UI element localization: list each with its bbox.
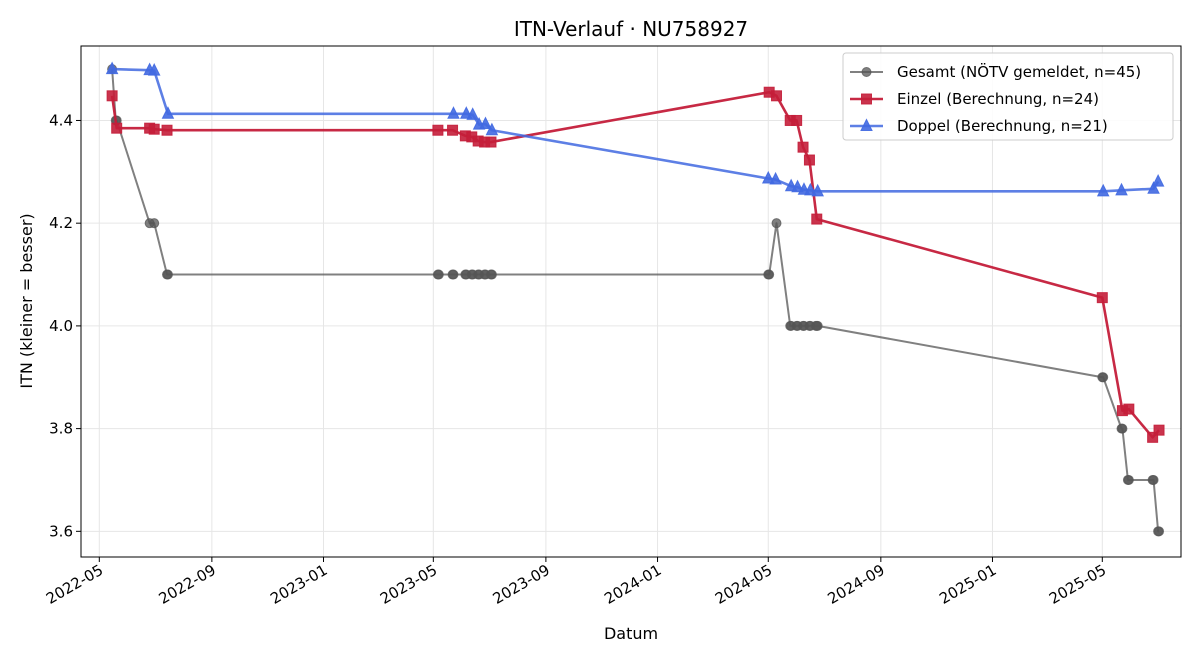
data-point [479, 116, 492, 130]
data-point [764, 269, 775, 280]
legend-item: Gesamt (NÖTV gemeldet, n=45) [850, 62, 1141, 81]
data-point [1147, 181, 1160, 194]
legend-item: Einzel (Berechnung, n=24) [850, 90, 1099, 108]
legend-box [842, 52, 1174, 141]
x-axis-label: Datum [604, 624, 658, 643]
data-point [105, 61, 119, 75]
data-point [769, 171, 782, 185]
legend-marker [860, 118, 873, 131]
legend-label: Einzel (Berechnung, n=24) [897, 90, 1099, 108]
plot-frame [80, 45, 1182, 558]
data-point [148, 123, 160, 135]
y-tick-label: 4.4 [49, 111, 73, 129]
data-point [791, 179, 804, 193]
data-point [147, 63, 161, 76]
data-point [761, 170, 775, 184]
y-tick-label: 4.0 [49, 317, 73, 335]
data-point [797, 141, 809, 153]
data-point [447, 106, 460, 119]
data-point [771, 218, 782, 229]
data-point [161, 106, 175, 119]
x-tick-label: 2023-01 [267, 561, 330, 608]
y-tick-label: 3.6 [49, 522, 73, 540]
data-point [1123, 474, 1134, 485]
legend: Gesamt (NÖTV gemeldet, n=45) Einzel (Bere… [842, 52, 1174, 141]
x-axis: 2022-05 2022-09 2023-01 2023-05 2023-09 2024-… [43, 557, 1109, 608]
data-point [803, 154, 815, 166]
x-tick-label: 2024-05 [712, 561, 775, 608]
data-point [106, 90, 118, 102]
x-tick-label: 2024-09 [825, 561, 888, 608]
data-point [804, 182, 817, 196]
legend-label: Doppel (Berechnung, n=21) [897, 117, 1108, 135]
data-point [1148, 474, 1159, 485]
legend-marker [861, 93, 872, 105]
data-point [791, 114, 803, 126]
y-axis-label: ITN (kleiner = besser) [17, 213, 36, 388]
data-point [1123, 403, 1135, 415]
data-point [447, 124, 459, 136]
data-point [162, 269, 173, 280]
data-point [432, 124, 444, 136]
legend-item: Doppel (Berechnung, n=21) [850, 117, 1108, 135]
data-point [771, 90, 783, 102]
y-tick-label: 3.8 [49, 420, 73, 438]
series-line [110, 90, 1161, 439]
data-point [812, 320, 823, 331]
series-triangle [105, 61, 1165, 197]
data-point [433, 269, 444, 280]
x-tick-label: 2022-09 [156, 561, 219, 608]
x-tick-label: 2025-01 [936, 561, 999, 608]
data-point [1115, 182, 1128, 196]
data-point [485, 122, 499, 136]
data-point [149, 218, 160, 229]
data-point [811, 213, 823, 225]
legend-label: Gesamt (NÖTV gemeldet, n=45) [897, 62, 1141, 81]
data-point [1098, 372, 1109, 383]
data-point [486, 269, 497, 280]
data-point [485, 136, 497, 148]
data-point [1147, 431, 1159, 443]
y-axis: 3.6 3.8 4.0 4.2 4.4 [49, 111, 81, 540]
data-point [1117, 423, 1128, 434]
data-point [448, 269, 459, 280]
legend-marker [861, 67, 872, 77]
x-tick-label: 2025-05 [1046, 561, 1109, 608]
x-tick-label: 2024-01 [601, 561, 664, 608]
data-point [1151, 173, 1165, 187]
x-tick-label: 2022-05 [43, 561, 106, 608]
series-layer [105, 61, 1165, 537]
data-point [466, 107, 479, 120]
x-tick-label: 2023-05 [377, 561, 440, 608]
x-tick-label: 2023-09 [490, 561, 553, 608]
data-point [1096, 183, 1110, 197]
data-point [811, 183, 824, 197]
data-point [111, 122, 123, 134]
grid-lines [81, 46, 1181, 557]
data-point [1154, 526, 1165, 537]
data-point [1096, 292, 1108, 304]
chart-title: ITN-Verlauf · NU758927 [514, 17, 748, 41]
y-tick-label: 4.2 [49, 214, 73, 232]
data-point [1153, 424, 1165, 436]
series-square [106, 86, 1165, 443]
data-point [161, 124, 173, 136]
